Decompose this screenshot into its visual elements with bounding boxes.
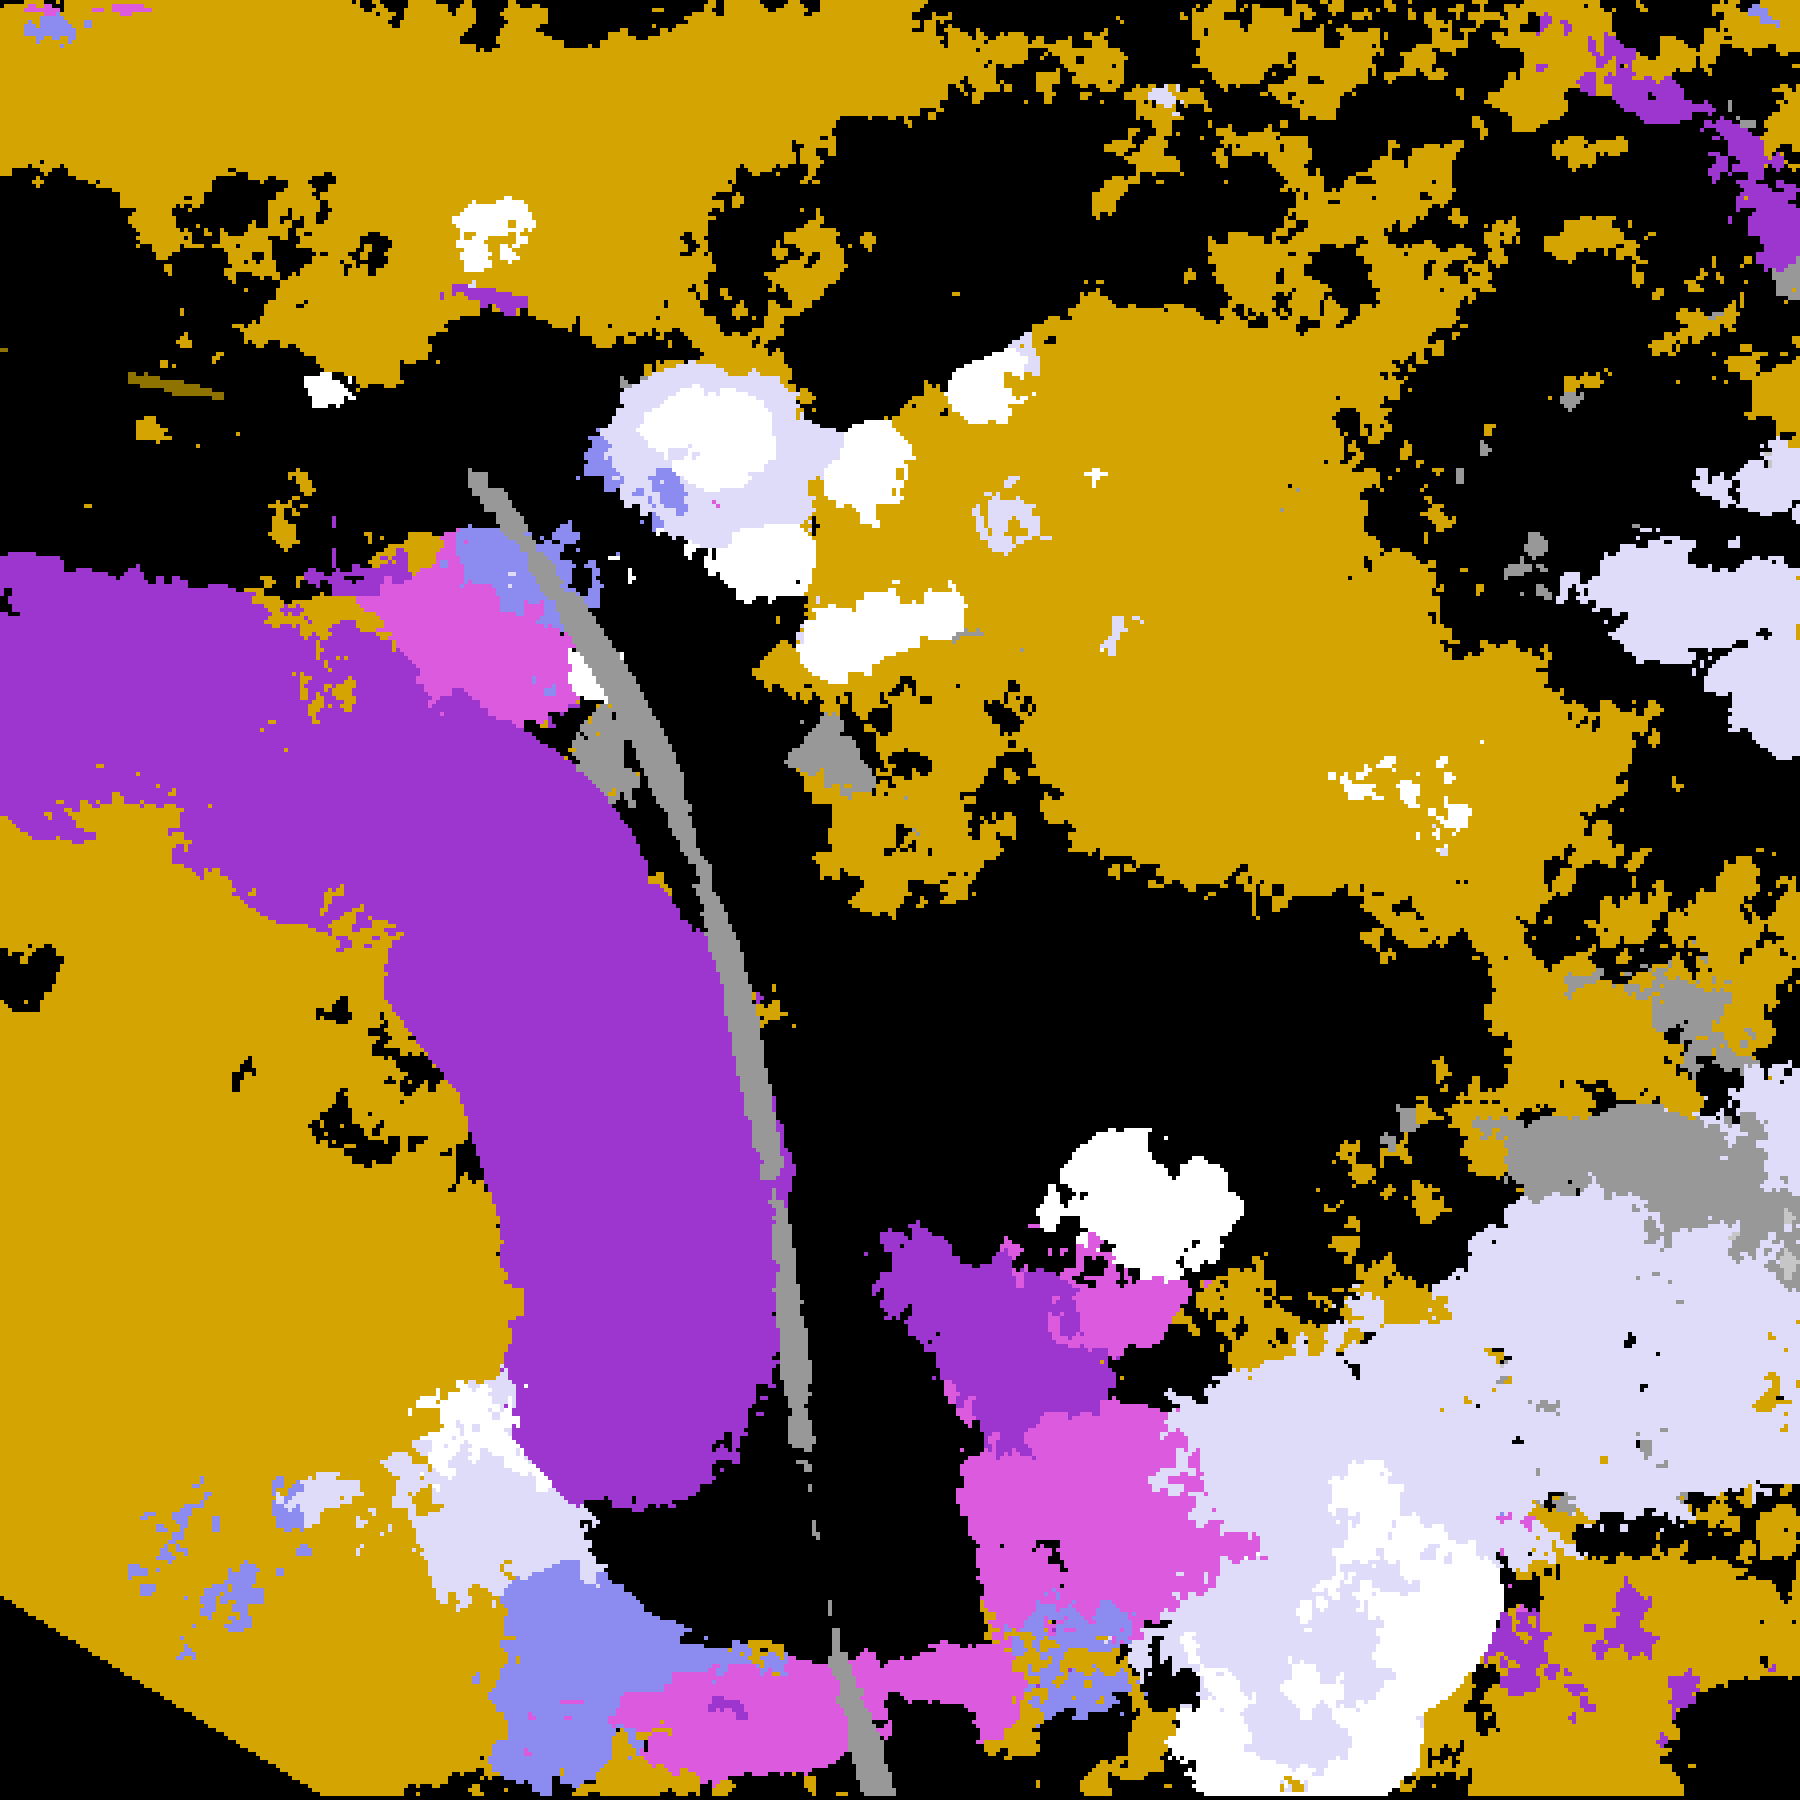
false-color-satellite-image: [0, 0, 1800, 1800]
satellite-viewport: [0, 0, 1800, 1800]
